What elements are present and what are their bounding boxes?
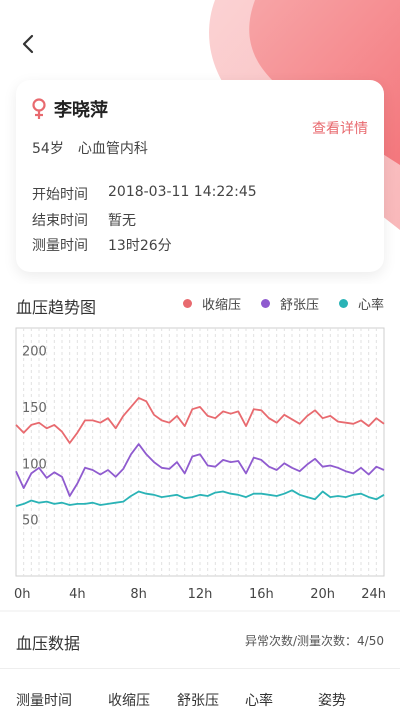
- y-tick-label: 50: [22, 514, 39, 529]
- legend-heart-rate: 心率: [338, 294, 384, 313]
- x-tick-label: 12h: [188, 587, 213, 602]
- y-tick-label: 150: [22, 401, 47, 416]
- female-icon: [32, 98, 46, 119]
- series-line-systolic: [15, 397, 385, 444]
- legend-dot-diastolic: [260, 299, 270, 308]
- legend-label-heart-rate: 心率: [357, 298, 384, 313]
- start-time-row: 开始时间 2018-03-11 14:22:45: [32, 184, 257, 204]
- patient-department: 心血管内科: [77, 141, 148, 157]
- legend-diastolic: 舒张压: [260, 294, 319, 313]
- legend-dot-systolic: [182, 299, 192, 308]
- end-time-value: 暂无: [108, 213, 136, 229]
- x-tick-label: 20h: [310, 587, 335, 602]
- back-button[interactable]: [14, 30, 42, 58]
- chart-legend: 收缩压 舒张压 心率: [163, 294, 384, 313]
- column-header-heart-rate: 心率: [245, 693, 273, 709]
- legend-label-diastolic: 舒张压: [279, 298, 319, 313]
- duration-row: 测量时间 13时26分: [32, 235, 172, 255]
- abnormal-count: 异常次数/测量次数：4/50: [245, 634, 384, 648]
- patient-meta: 54岁 心血管内科: [32, 138, 148, 158]
- x-tick-label: 4h: [69, 587, 86, 602]
- series-line-heart-rate: [15, 489, 385, 507]
- x-tick-label: 24h: [361, 587, 386, 602]
- start-time-label: 开始时间: [32, 187, 88, 203]
- end-time-label: 结束时间: [32, 213, 88, 229]
- patient-name: 李晓萍: [54, 100, 108, 121]
- duration-value: 13时26分: [108, 238, 172, 254]
- column-header-posture: 姿势: [318, 693, 346, 709]
- column-header-time: 测量时间: [16, 693, 72, 709]
- end-time-row: 结束时间 暂无: [32, 210, 136, 230]
- chevron-left-icon: [22, 34, 34, 54]
- patient-card: 李晓萍 查看详情 54岁 心血管内科 开始时间 2018-03-11 14:22:…: [16, 80, 384, 272]
- legend-label-systolic: 收缩压: [201, 298, 241, 313]
- series-line-diastolic: [15, 443, 385, 497]
- divider: [0, 668, 400, 669]
- y-tick-label: 200: [22, 345, 47, 360]
- legend-systolic: 收缩压: [182, 294, 241, 313]
- x-tick-label: 8h: [130, 587, 147, 602]
- column-header-systolic: 收缩压: [108, 693, 150, 709]
- data-title: 血压数据: [16, 634, 81, 653]
- patient-age: 54岁: [32, 141, 64, 157]
- start-time-value: 2018-03-11 14:22:45: [108, 184, 257, 200]
- trend-chart-section: 血压趋势图 收缩压 舒张压 心率 200 150 100 50 0h 4h 8h 12h 16h…: [0, 284, 400, 610]
- x-tick-label: 0h: [14, 587, 31, 602]
- view-details-link[interactable]: 查看详情: [312, 121, 368, 137]
- column-header-diastolic: 舒张压: [177, 693, 219, 709]
- chart-title: 血压趋势图: [16, 298, 97, 317]
- legend-dot-heart-rate: [338, 299, 348, 308]
- duration-label: 测量时间: [32, 238, 88, 254]
- bp-data-section: 血压数据 异常次数/测量次数：4/50 测量时间 收缩压 舒张压 心率 姿势: [0, 612, 400, 710]
- table-header: 测量时间 收缩压 舒张压 心率 姿势: [0, 690, 400, 710]
- x-tick-label: 16h: [249, 587, 274, 602]
